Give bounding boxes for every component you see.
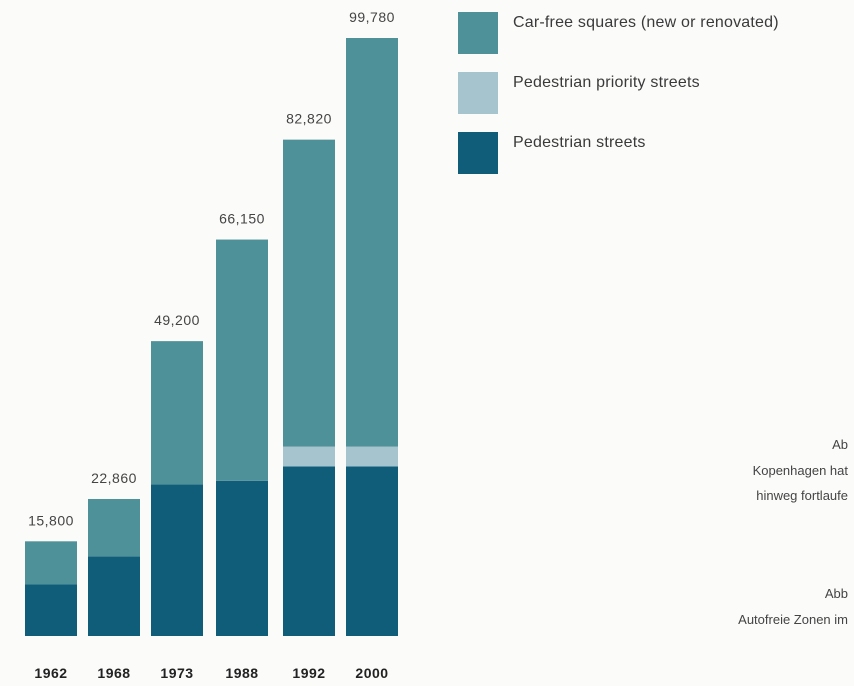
bar-segment-pedestrian-1968 — [88, 556, 140, 636]
legend-label-squares: Car-free squares (new or renovated) — [513, 14, 779, 31]
bars-layer — [25, 38, 398, 636]
bar-segment-squares-1962 — [25, 541, 77, 585]
bar-segment-pedestrian-1988 — [216, 480, 268, 636]
bar-segment-squares-1988 — [216, 239, 268, 481]
legend-label-priority: Pedestrian priority streets — [513, 74, 700, 91]
bar-segment-priority-2000 — [346, 446, 398, 467]
year-label-1962: 1962 — [34, 665, 67, 681]
legend-swatch-squares — [458, 12, 498, 54]
legend-label-pedestrian: Pedestrian streets — [513, 134, 646, 151]
bar-segment-pedestrian-2000 — [346, 466, 398, 636]
year-label-2000: 2000 — [355, 665, 388, 681]
bar-segment-squares-1992 — [283, 139, 335, 447]
year-label-1992: 1992 — [292, 665, 325, 681]
bar-segment-pedestrian-1962 — [25, 584, 77, 636]
caption-line-3: hinweg fortlaufe — [756, 488, 848, 503]
total-label-1968: 22,860 — [91, 470, 137, 486]
caption-line-5: Autofreie Zonen im — [738, 612, 848, 627]
legend-item-squares: Car-free squares (new or renovated) — [458, 12, 854, 72]
total-label-2000: 99,780 — [349, 9, 395, 25]
caption-line-2: Kopenhagen hat — [752, 463, 848, 478]
year-label-1973: 1973 — [160, 665, 193, 681]
labels-layer: 15,800 1962 22,860 1968 49,200 1973 66,150 1988… — [28, 9, 395, 681]
total-label-1973: 49,200 — [154, 312, 200, 328]
caption-line-1: Ab — [832, 437, 848, 452]
bar-segment-squares-1973 — [151, 341, 203, 485]
legend-item-priority: Pedestrian priority streets — [458, 72, 854, 132]
legend: Car-free squares (new or renovated) Pede… — [458, 12, 854, 192]
total-label-1992: 82,820 — [286, 111, 332, 127]
caption-line-4: Abb — [824, 586, 848, 601]
legend-swatch-pedestrian — [458, 132, 498, 174]
legend-item-pedestrian: Pedestrian streets — [458, 132, 854, 192]
bar-segment-pedestrian-1992 — [283, 466, 335, 636]
year-label-1988: 1988 — [225, 665, 258, 681]
bar-segment-squares-2000 — [346, 38, 398, 447]
total-label-1962: 15,800 — [28, 512, 74, 528]
bar-segment-squares-1968 — [88, 498, 140, 557]
total-label-1988: 66,150 — [219, 211, 265, 227]
bar-segment-pedestrian-1973 — [151, 484, 203, 636]
bar-segment-priority-1992 — [283, 446, 335, 467]
legend-swatch-priority — [458, 72, 498, 114]
year-label-1968: 1968 — [97, 665, 130, 681]
